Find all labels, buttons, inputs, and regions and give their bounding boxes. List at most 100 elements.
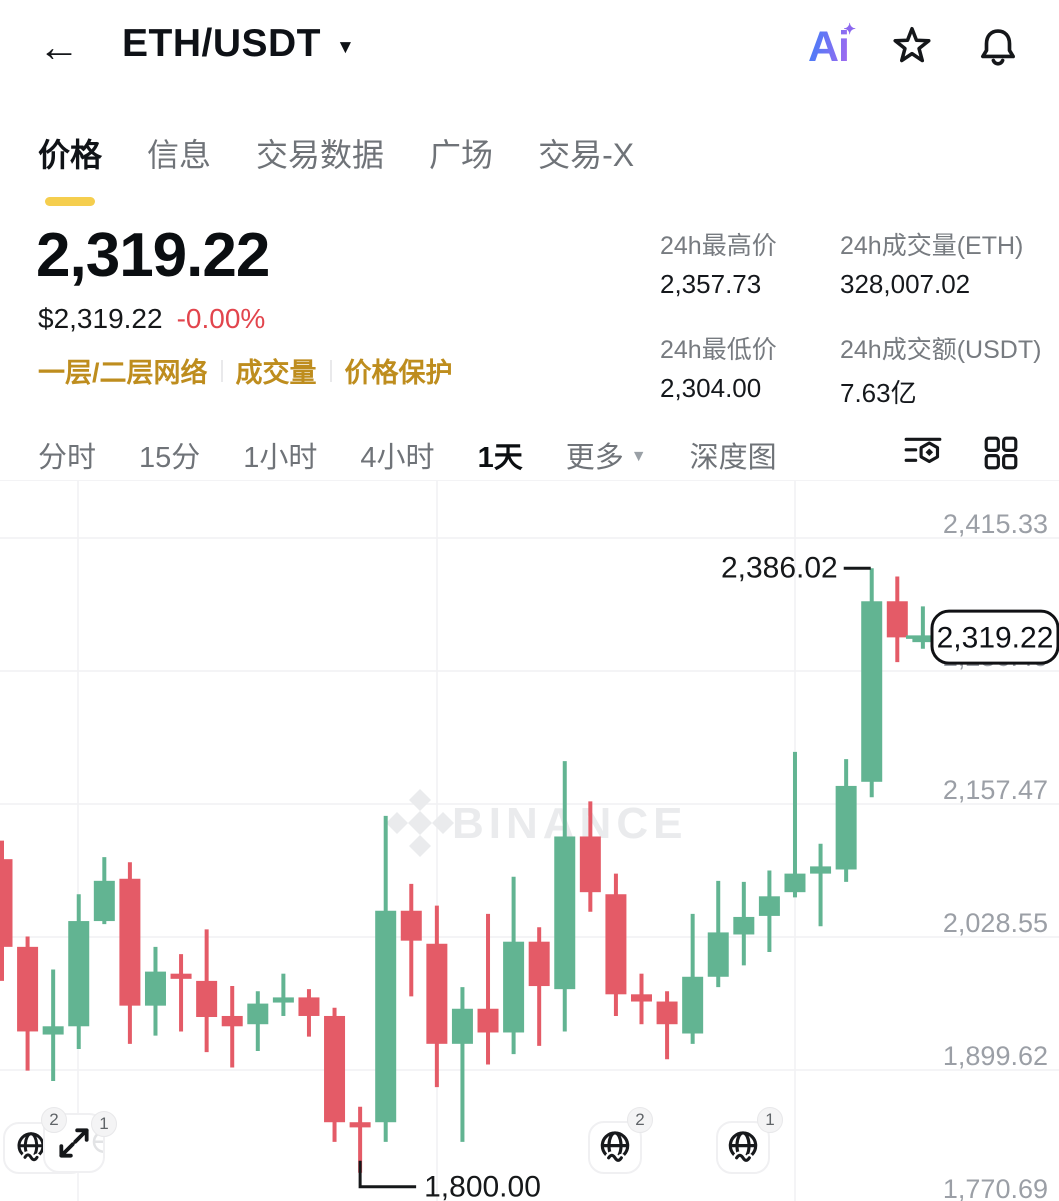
header: ← ETH/USDT ▼ Ai ✦ — [0, 20, 1059, 96]
candle-body — [247, 1003, 269, 1025]
timeframe-1天[interactable]: 1天 — [477, 442, 523, 474]
tag-separator — [329, 359, 332, 382]
candle-body — [579, 836, 601, 893]
candle-body — [144, 971, 166, 1006]
candle-body — [758, 896, 780, 916]
indicator-settings-icon[interactable] — [902, 432, 944, 474]
usd-price: $2,319.22 — [38, 303, 163, 334]
y-axis-label: 2,028.55 — [943, 908, 1048, 938]
ai-assistant-icon[interactable]: Ai ✦ — [808, 20, 856, 71]
candlestick-chart-area[interactable]: BINANCE2,415.332,286.402,157.472,028.551… — [0, 480, 1059, 1201]
globe-icon-faint — [92, 1130, 103, 1153]
candle-body — [605, 894, 627, 995]
globe-chart-icon — [728, 1130, 758, 1164]
high-annotation-label: 2,386.02 — [721, 552, 838, 585]
token-tag[interactable]: 成交量 — [235, 358, 317, 388]
candle-body — [912, 637, 934, 643]
token-tag[interactable]: 价格保护 — [344, 358, 453, 388]
candle-body — [400, 910, 422, 941]
timeframe-更多[interactable]: 更多 ▼ — [565, 442, 647, 474]
chart-tools — [902, 432, 1020, 474]
tab-3[interactable]: 广场 — [429, 137, 494, 173]
y-axis-label: 1,899.62 — [943, 1041, 1048, 1071]
expand-arrows-icon — [59, 1128, 89, 1158]
timeframe-15分[interactable]: 15分 — [139, 442, 201, 474]
stat-label: 24h最高价 — [660, 232, 777, 260]
sparkle-icon: ✦ — [843, 20, 856, 38]
y-axis-label: 2,415.33 — [943, 509, 1048, 539]
favorite-star-icon[interactable] — [889, 24, 935, 70]
widget-badge-count: 1 — [91, 1111, 117, 1137]
token-tag[interactable]: 一层/二层网络 — [38, 358, 208, 388]
symbol-selector[interactable]: ETH/USDT ▼ — [122, 22, 355, 66]
globe-chart-icon — [600, 1130, 630, 1164]
token-tags: 一层/二层网络 成交量 价格保护 — [38, 351, 453, 390]
candle-body — [810, 866, 832, 874]
top-tab-bar: 价格 信息 交易数据 广场 交易-X — [38, 130, 634, 206]
candlestick-chart[interactable]: BINANCE2,415.332,286.402,157.472,028.551… — [0, 481, 1059, 1201]
candle-body — [196, 980, 218, 1018]
candle-body — [886, 601, 908, 638]
notification-bell-icon[interactable] — [975, 24, 1021, 70]
widget-badge-count: 1 — [757, 1107, 783, 1133]
price-usd-row: $2,319.22 -0.00% — [38, 303, 265, 335]
y-axis-label: 2,157.47 — [943, 775, 1048, 805]
symbol-title: ETH/USDT — [122, 22, 321, 65]
low-annotation-line — [358, 1160, 417, 1189]
active-tab-indicator — [45, 197, 95, 206]
candle-body — [272, 997, 294, 1003]
chevron-down-icon: ▼ — [336, 37, 355, 58]
tab-4[interactable]: 交易-X — [538, 137, 635, 173]
candle-body — [324, 1015, 346, 1123]
change-percent: -0.00% — [176, 303, 266, 334]
candle-body — [631, 994, 652, 1002]
stats-column: 24h成交量(ETH) 328,007.02 24h成交额(USDT) 7.63亿 — [840, 226, 1041, 410]
timeframe-分时[interactable]: 分时 — [38, 442, 97, 474]
stat-cell: 24h成交量(ETH) 328,007.02 — [840, 226, 1041, 300]
tab-0[interactable]: 价格 — [38, 130, 102, 206]
candle-body — [349, 1122, 371, 1128]
last-price: 2,319.22 — [36, 221, 270, 290]
candle-body — [68, 921, 90, 1027]
candle-body — [835, 785, 857, 870]
candle-body — [707, 932, 729, 977]
candle-body — [17, 946, 39, 1032]
timeframe-深度图[interactable]: 深度图 — [689, 442, 777, 474]
grid-layout-icon[interactable] — [982, 434, 1020, 472]
candle-body — [503, 941, 525, 1033]
timeframe-bar: 分时 15分 1小时 4小时 1天 更多 ▼ 深度图 — [38, 434, 777, 476]
globe-widget-button[interactable] — [716, 1121, 770, 1174]
candle-body — [170, 973, 192, 979]
stat-value: 2,304.00 — [660, 373, 762, 403]
y-axis-label: 1,770.69 — [943, 1174, 1048, 1201]
stats-24h: 24h最高价 2,357.73 24h最低价 2,304.00 24h成交量(ETH) 3… — [660, 226, 1041, 410]
stat-cell: 24h成交额(USDT) 7.63亿 — [840, 330, 1041, 410]
header-actions: Ai ✦ — [808, 20, 1021, 71]
stat-value: 7.63亿 — [840, 378, 917, 408]
timeframe-1小时[interactable]: 1小时 — [243, 442, 318, 474]
candle-body — [528, 941, 550, 987]
tab-2[interactable]: 交易数据 — [256, 137, 385, 173]
candle-body — [682, 976, 704, 1034]
stats-column: 24h最高价 2,357.73 24h最低价 2,304.00 — [660, 226, 812, 410]
chevron-down-icon: ▼ — [630, 448, 647, 465]
candle-body — [426, 943, 448, 1044]
timeframe-4小时[interactable]: 4小时 — [360, 442, 435, 474]
binance-watermark — [386, 789, 454, 857]
back-arrow-icon[interactable]: ← — [38, 23, 80, 70]
last-price-box — [930, 609, 1059, 665]
stat-cell: 24h最高价 2,357.73 — [660, 226, 812, 300]
candle-body — [477, 1008, 499, 1033]
candle-body — [0, 859, 13, 947]
stat-cell: 24h最低价 2,304.00 — [660, 330, 812, 404]
tag-separator — [220, 359, 223, 382]
stat-label: 24h成交量(ETH) — [840, 232, 1024, 260]
last-price-label: 2,319.22 — [937, 622, 1054, 655]
candle-body — [733, 916, 755, 935]
stat-value: 2,357.73 — [660, 269, 762, 299]
candle-body — [375, 910, 397, 1123]
tab-1[interactable]: 信息 — [147, 137, 212, 173]
candle-body — [93, 880, 115, 922]
stat-label: 24h成交额(USDT) — [840, 336, 1042, 364]
widget-badge-count: 2 — [41, 1107, 67, 1133]
